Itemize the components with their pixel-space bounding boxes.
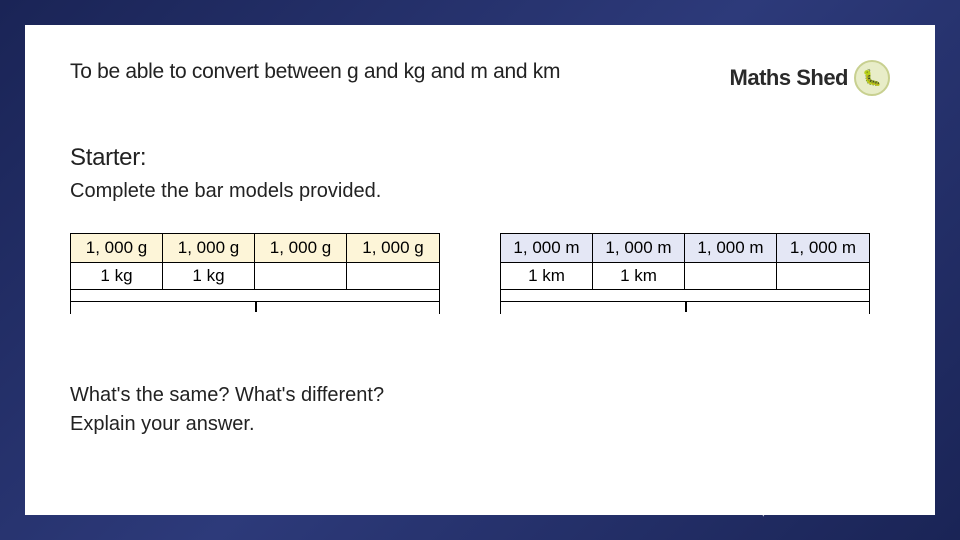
bar-cell: 1, 000 g xyxy=(347,234,439,262)
bar-cell: 1, 000 m xyxy=(593,234,685,262)
bar-model-mid-row: 1 kg1 kg xyxy=(70,263,440,290)
bar-cell: 1, 000 m xyxy=(501,234,593,262)
bar-model-top-row: 1, 000 g1, 000 g1, 000 g1, 000 g xyxy=(70,233,440,263)
learning-objective: To be able to convert between g and kg a… xyxy=(70,60,560,84)
bar-model-brace xyxy=(70,290,440,314)
header-row: To be able to convert between g and kg a… xyxy=(70,60,890,96)
bar-cell: 1, 000 m xyxy=(685,234,777,262)
bar-model-left: 1, 000 g1, 000 g1, 000 g1, 000 g 1 kg1 k… xyxy=(70,233,440,314)
bar-cell: 1, 000 g xyxy=(255,234,347,262)
brand-text: Maths Shed xyxy=(730,65,848,91)
bar-model-top-row: 1, 000 m1, 000 m1, 000 m1, 000 m xyxy=(500,233,870,263)
bar-cell: 1, 000 m xyxy=(777,234,869,262)
question-same-different: What's the same? What's different? xyxy=(70,384,890,407)
bar-cell: 1 km xyxy=(593,263,685,289)
bar-model-brace xyxy=(500,290,870,314)
brand-logo: Maths Shed 🐛 xyxy=(730,60,890,96)
bar-cell: 1 km xyxy=(501,263,593,289)
starter-instruction: Complete the bar models provided. xyxy=(70,180,890,203)
bar-model-mid-row: 1 km1 km xyxy=(500,263,870,290)
starter-heading: Starter: xyxy=(70,144,890,172)
bar-model-right: 1, 000 m1, 000 m1, 000 m1, 000 m 1 km1 k… xyxy=(500,233,870,314)
bar-cell xyxy=(777,263,869,289)
bar-cell xyxy=(347,263,439,289)
slide-card: To be able to convert between g and kg a… xyxy=(25,25,935,515)
brand-icon: 🐛 xyxy=(854,60,890,96)
bar-cell: 1, 000 g xyxy=(163,234,255,262)
bar-cell: 1, 000 g xyxy=(71,234,163,262)
bar-cell: 1 kg xyxy=(163,263,255,289)
bar-models-container: 1, 000 g1, 000 g1, 000 g1, 000 g 1 kg1 k… xyxy=(70,233,890,314)
bar-cell xyxy=(685,263,777,289)
bar-cell: 1 kg xyxy=(71,263,163,289)
bar-cell xyxy=(255,263,347,289)
question-explain: Explain your answer. xyxy=(70,413,890,436)
